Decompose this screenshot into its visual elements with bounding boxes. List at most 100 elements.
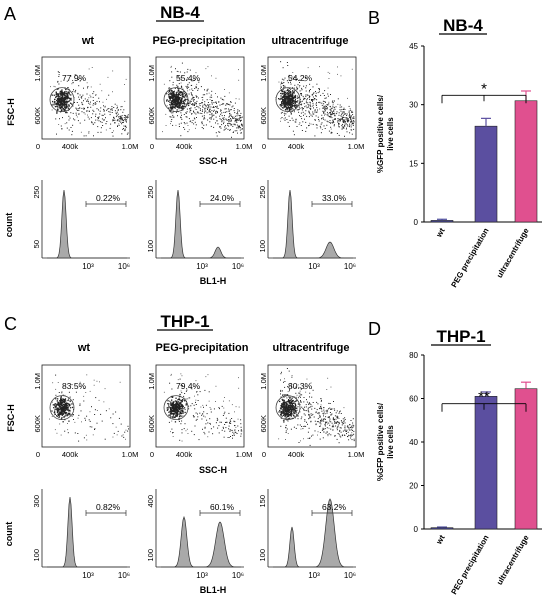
scatter-point — [69, 412, 71, 414]
scatter-point — [208, 105, 210, 107]
scatter-point — [329, 407, 331, 409]
scatter-point — [351, 68, 353, 70]
scatter-point — [213, 118, 215, 120]
scatter-point — [171, 100, 173, 102]
scatter-point — [195, 102, 197, 104]
scatter-point — [203, 124, 205, 126]
scatter-point — [181, 429, 183, 431]
scatter-point — [291, 404, 293, 406]
scatter-point — [123, 109, 125, 111]
scatter-point — [217, 96, 218, 98]
scatter-point — [178, 103, 180, 105]
scatter-point — [229, 115, 230, 117]
scatter-point — [66, 80, 68, 82]
scatter-point — [286, 409, 288, 412]
scatter-point — [221, 124, 223, 126]
scatter-point — [303, 99, 305, 101]
scatter-point — [314, 119, 316, 121]
scatter-point — [61, 106, 63, 108]
scatter-point — [168, 110, 170, 112]
scatter-point — [339, 435, 341, 437]
scatter-point — [167, 408, 169, 410]
scatter-point — [58, 74, 60, 76]
scatter-points — [50, 67, 129, 137]
scatter-point — [188, 405, 190, 407]
scatter-point — [335, 106, 337, 108]
scatter-point — [345, 128, 347, 130]
scatter-point — [233, 433, 235, 435]
scatter-point — [64, 415, 66, 417]
scatter-point — [232, 132, 234, 133]
scatter-point — [221, 405, 223, 407]
scatter-point — [336, 427, 338, 429]
scatter-point — [184, 100, 186, 102]
scatter-point — [184, 411, 186, 414]
scatter-point — [331, 107, 333, 109]
scatter-point — [289, 103, 291, 105]
scatter-point — [162, 131, 163, 133]
scatter-point — [80, 96, 82, 98]
scatter-point — [294, 100, 296, 102]
scatter-point — [85, 135, 87, 137]
scatter-point — [86, 100, 88, 102]
scatter-point — [60, 396, 61, 398]
scatter-point — [177, 103, 179, 106]
scatter-point — [170, 106, 172, 109]
scatter-point — [298, 86, 300, 88]
scatter-point — [224, 115, 225, 117]
scatter-point — [349, 123, 351, 125]
scatter-point — [241, 116, 243, 118]
scatter-point — [193, 434, 195, 436]
scatter-point — [237, 127, 239, 129]
scatter-point — [282, 400, 284, 401]
scatter-point — [57, 382, 59, 383]
scatter-point — [284, 413, 286, 415]
scatter-point — [342, 126, 344, 128]
scatter-point — [117, 126, 118, 127]
scatter-point — [306, 378, 308, 380]
scatter-point — [190, 98, 192, 100]
scatter-point — [215, 122, 216, 124]
scatter-point — [204, 94, 206, 96]
scatter-point — [333, 419, 335, 421]
scatter-point — [96, 100, 98, 102]
scatter-point — [230, 123, 231, 125]
scatter-point — [60, 418, 63, 420]
scatter-point — [75, 74, 77, 76]
scatter-point — [189, 89, 191, 91]
scatter-point — [105, 117, 106, 119]
scatter-point — [67, 413, 69, 415]
scatter-point — [350, 427, 352, 429]
scatter-point — [350, 425, 352, 427]
scatter-point — [282, 403, 284, 406]
scatter-point — [220, 119, 222, 121]
scatter-point — [54, 101, 56, 103]
category-label: wt — [434, 226, 447, 239]
scatter-point — [123, 436, 125, 438]
scatter-point — [323, 107, 325, 109]
scatter-point — [59, 423, 61, 425]
scatter-point — [284, 91, 286, 93]
scatter-point — [228, 400, 230, 402]
scatter-point — [288, 390, 290, 392]
scatter-point — [65, 407, 67, 409]
scatter-point — [166, 93, 167, 95]
scatter-point — [231, 418, 233, 419]
scatter-point — [236, 127, 238, 129]
scatter-point — [191, 113, 193, 114]
title-nb4-flow: NB-4 — [160, 3, 200, 22]
scatter-point — [181, 103, 183, 105]
scatter-point — [68, 91, 70, 93]
scatter-point — [308, 418, 310, 420]
scatter-point — [183, 96, 186, 98]
scatter-point — [225, 417, 227, 419]
scatter-point — [330, 132, 332, 134]
scatter-point — [66, 403, 68, 405]
scatter-point — [125, 115, 126, 117]
scatter-point — [61, 97, 63, 99]
scatter-point — [346, 117, 348, 118]
x-tick-label: 0 — [36, 142, 40, 151]
scatter-point — [174, 417, 176, 419]
scatter-point — [290, 415, 292, 417]
